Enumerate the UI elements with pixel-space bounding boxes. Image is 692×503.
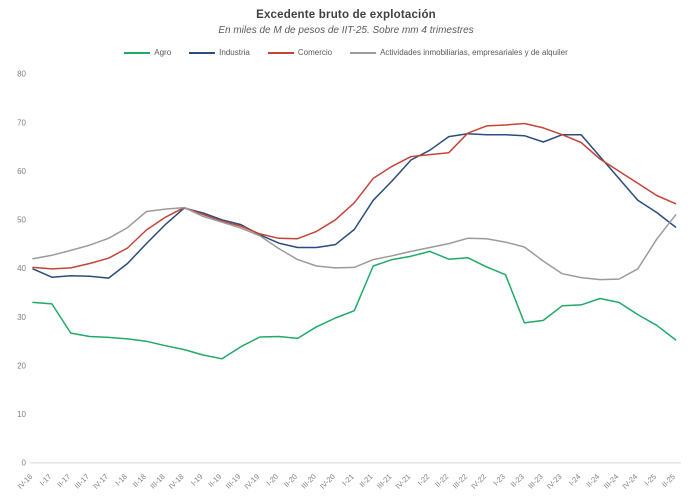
- legend-label: Comercio: [297, 48, 333, 57]
- x-tick-label: IV-19: [242, 472, 261, 491]
- chart-subtitle: En miles de M de pesos de IIT-25. Sobre …: [218, 25, 474, 36]
- series-line-actividades: [32, 206, 677, 281]
- legend-swatch-3: [350, 51, 377, 54]
- x-tick-label: IV-21: [394, 472, 413, 491]
- x-tick-label: II-25: [660, 472, 677, 489]
- x-tick-label: IV-22: [469, 472, 488, 491]
- x-tick-label: II-22: [433, 472, 450, 489]
- x-tick-label: II-20: [282, 472, 299, 489]
- y-tick-label: 40: [17, 264, 26, 273]
- x-tick-label: III-24: [602, 472, 620, 490]
- x-tick-label: I-23: [491, 472, 507, 488]
- x-tick-label: IV-20: [318, 472, 337, 491]
- x-tick-label: IV-24: [620, 472, 639, 491]
- x-tick-label: I-25: [643, 472, 659, 488]
- legend-item-industria: Industria: [189, 48, 250, 57]
- y-tick-label: 80: [17, 70, 26, 79]
- chart-title: Excedente bruto de explotación: [256, 9, 436, 21]
- x-tick-label: I-24: [567, 472, 583, 488]
- legend-swatch-0: [124, 51, 151, 54]
- series-line-comercio: [32, 122, 677, 270]
- x-tick-label: II-17: [55, 472, 72, 489]
- x-tick-label: III-18: [148, 472, 166, 490]
- series-line-industria: [32, 132, 677, 279]
- x-tick-label: III-22: [451, 472, 469, 490]
- x-tick-label: I-21: [340, 472, 356, 488]
- x-tick-label: III-17: [73, 472, 91, 490]
- legend: Agro Industria Comercio Actividades inmobil…: [0, 48, 692, 57]
- x-tick-label: I-17: [38, 472, 54, 488]
- y-tick-label: 20: [17, 361, 26, 370]
- y-tick-label: 30: [17, 313, 26, 322]
- legend-item-agro: Agro: [124, 48, 171, 57]
- y-tick-label: 0: [22, 459, 27, 468]
- x-tick-label: IV-18: [167, 472, 186, 491]
- x-tick-label: II-19: [206, 472, 223, 489]
- x-tick-label: III-21: [375, 472, 393, 490]
- y-tick-label: 10: [17, 410, 26, 419]
- legend-swatch-1: [189, 51, 216, 54]
- x-tick-label: III-19: [224, 472, 242, 490]
- x-tick-label: I-20: [265, 472, 281, 488]
- x-tick-label: IV-17: [91, 472, 110, 491]
- y-tick-label: 70: [17, 118, 26, 127]
- y-tick-label: 50: [17, 216, 26, 225]
- x-tick-label: II-18: [131, 472, 148, 489]
- legend-item-comercio: Comercio: [267, 48, 333, 57]
- x-tick-label: I-19: [189, 472, 205, 488]
- x-tick-label: II-23: [509, 472, 526, 489]
- legend-swatch-2: [267, 51, 294, 54]
- x-tick-label: I-22: [416, 472, 432, 488]
- x-tick-label: II-21: [358, 472, 375, 489]
- x-tick-label: IV-16: [16, 472, 35, 491]
- x-tick-label: II-24: [584, 472, 601, 489]
- y-tick-label: 60: [17, 167, 26, 176]
- x-tick-label: III-23: [526, 472, 544, 490]
- series-line-agro: [32, 250, 677, 360]
- x-tick-label: III-20: [299, 472, 317, 490]
- x-tick-label: I-18: [113, 472, 129, 488]
- legend-label: Actividades inmobiliarias, empresariales…: [380, 48, 568, 57]
- x-tick-label: IV-23: [545, 472, 564, 491]
- legend-label: Industria: [219, 48, 250, 57]
- legend-item-actividades: Actividades inmobiliarias, empresariales…: [350, 48, 568, 57]
- legend-label: Agro: [154, 48, 172, 57]
